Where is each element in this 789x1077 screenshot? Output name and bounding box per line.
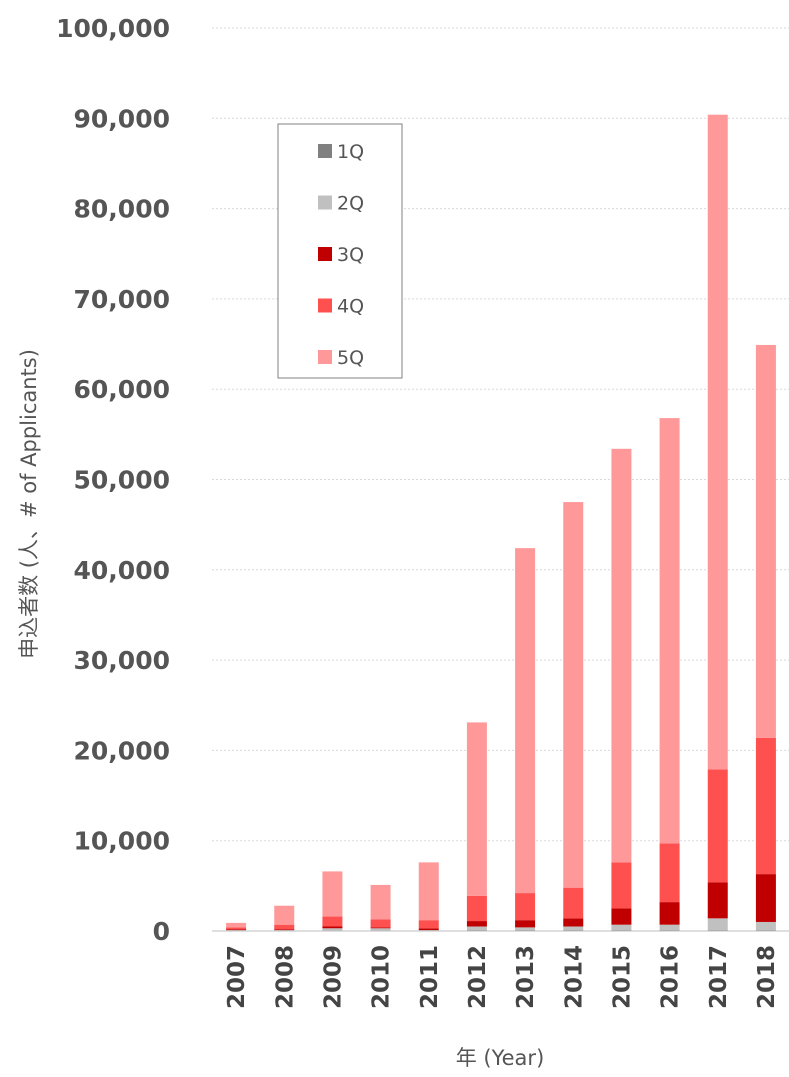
bar-segment-4q-2018 — [755, 737, 776, 875]
bar-segment-3q-2013 — [515, 920, 536, 928]
bar-segment-3q-2016 — [659, 902, 680, 925]
bar-segment-5q-2010 — [370, 884, 391, 920]
bar-segment-5q-2018 — [755, 344, 776, 738]
bar-segment-2q-2017 — [707, 918, 728, 931]
legend-swatch-5q — [318, 350, 332, 364]
bar-segment-4q-2015 — [611, 862, 632, 909]
y-tick-label: 20,000 — [74, 736, 170, 765]
y-tick-label: 0 — [153, 917, 170, 946]
legend-label-2q: 2Q — [337, 193, 364, 215]
x-tick-label: 2017 — [706, 945, 732, 1009]
y-tick-label: 50,000 — [74, 466, 170, 495]
bar-segment-4q-2014 — [563, 887, 584, 919]
bar-segment-3q-2014 — [563, 918, 584, 927]
bar-segment-5q-2011 — [418, 862, 439, 921]
bar-segment-5q-2007 — [226, 922, 247, 928]
bar-segment-4q-2008 — [274, 924, 295, 930]
y-tick-label: 70,000 — [74, 285, 170, 314]
bar-segment-2q-2014 — [563, 926, 584, 931]
x-axis-tick-labels: 2007 2008 2009 2010 2011 2012 2013 2014 2015 2016… — [224, 945, 780, 1009]
bars — [226, 114, 776, 931]
y-tick-label: 40,000 — [74, 556, 170, 585]
bar-segment-5q-2015 — [611, 448, 632, 863]
bar-segment-5q-2008 — [274, 905, 295, 925]
legend-box — [277, 123, 403, 379]
x-tick-label: 2009 — [320, 945, 346, 1009]
bar-segment-3q-2007 — [226, 929, 247, 931]
y-tick-label: 90,000 — [74, 104, 170, 133]
bar-segment-2q-2018 — [755, 921, 776, 931]
bar-segment-5q-2017 — [707, 114, 728, 770]
x-tick-label: 2011 — [417, 945, 443, 1009]
bar-segment-2q-2015 — [611, 924, 632, 931]
bar-segment-2q-2009 — [322, 928, 343, 931]
bar-segment-4q-2009 — [322, 916, 343, 927]
bar-segment-2q-2013 — [515, 927, 536, 931]
bar-segment-5q-2012 — [466, 722, 487, 896]
bar-segment-4q-2007 — [226, 927, 247, 930]
bar-segment-5q-2013 — [515, 548, 536, 894]
y-tick-label: 80,000 — [74, 195, 170, 224]
legend: 1Q 2Q 3Q 4Q 5Q — [277, 123, 403, 379]
y-tick-label: 30,000 — [74, 646, 170, 675]
legend-swatch-2q — [318, 195, 332, 210]
y-tick-label: 10,000 — [74, 827, 170, 856]
x-tick-label: 2018 — [754, 945, 780, 1009]
bar-segment-3q-2012 — [466, 921, 487, 927]
x-tick-label: 2013 — [513, 945, 539, 1009]
legend-swatch-4q — [318, 298, 332, 313]
x-tick-label: 2008 — [272, 945, 298, 1009]
y-axis-tick-labels: 0 10,000 20,000 30,000 40,000 50,000 60,000 70,… — [56, 14, 170, 946]
bar-segment-4q-2013 — [515, 893, 536, 921]
x-tick-label: 2012 — [465, 945, 491, 1009]
bar-segment-4q-2016 — [659, 843, 680, 903]
legend-label-3q: 3Q — [337, 244, 364, 266]
legend-label-1q: 1Q — [337, 141, 364, 163]
bar-segment-4q-2010 — [370, 919, 391, 928]
legend-label-5q: 5Q — [337, 347, 364, 369]
bar-segment-4q-2011 — [418, 920, 439, 929]
x-tick-label: 2010 — [369, 945, 395, 1009]
bar-segment-4q-2012 — [466, 895, 487, 922]
legend-swatch-3q — [318, 247, 332, 261]
bar-segment-3q-2011 — [418, 928, 439, 931]
bar-segment-5q-2016 — [659, 418, 680, 844]
bar-segment-2q-2012 — [466, 926, 487, 931]
bar-segment-5q-2009 — [322, 871, 343, 917]
bar-segment-2q-2010 — [370, 928, 391, 931]
x-tick-label: 2007 — [224, 945, 250, 1009]
bar-segment-3q-2009 — [322, 926, 343, 929]
bar-segment-3q-2008 — [274, 929, 295, 931]
legend-swatch-1q — [318, 144, 332, 158]
x-axis-title: 年 (Year) — [456, 1046, 545, 1070]
x-tick-label: 2016 — [658, 945, 684, 1009]
bar-segment-3q-2015 — [611, 908, 632, 925]
y-axis-title: 申込者数 (人、# of Applicants) — [17, 349, 41, 659]
bar-segment-5q-2014 — [563, 502, 584, 888]
x-tick-label: 2015 — [609, 945, 635, 1009]
x-tick-label: 2014 — [561, 945, 587, 1009]
bar-segment-3q-2018 — [755, 874, 776, 922]
y-tick-label: 60,000 — [74, 375, 170, 404]
bar-segment-4q-2017 — [707, 769, 728, 883]
bar-segment-3q-2010 — [370, 927, 391, 929]
legend-label-4q: 4Q — [337, 296, 364, 318]
bar-segment-2q-2016 — [659, 924, 680, 931]
bar-segment-3q-2017 — [707, 882, 728, 919]
y-tick-label: 100,000 — [56, 14, 170, 43]
